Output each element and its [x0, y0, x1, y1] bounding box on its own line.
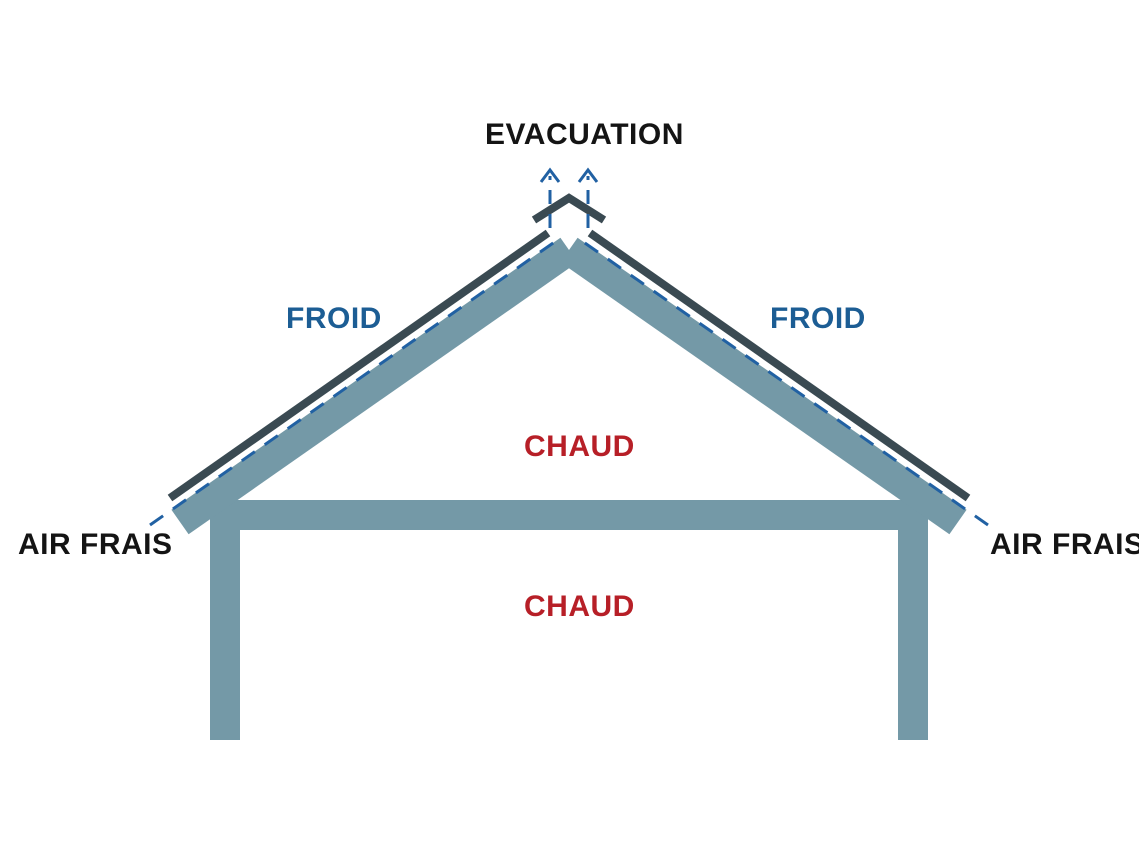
label-froid-left: FROID [286, 302, 382, 336]
label-evacuation: EVACUATION [485, 118, 684, 152]
rafters [180, 250, 958, 522]
label-chaud-lower: CHAUD [524, 590, 635, 624]
label-froid-right: FROID [770, 302, 866, 336]
label-air-frais-left: AIR FRAIS [18, 528, 173, 562]
label-chaud-upper: CHAUD [524, 430, 635, 464]
airflow-paths [150, 241, 988, 525]
label-air-frais-right: AIR FRAIS [990, 528, 1139, 562]
roof-ventilation-diagram: EVACUATION FROID FROID CHAUD CHAUD AIR F… [0, 0, 1139, 854]
